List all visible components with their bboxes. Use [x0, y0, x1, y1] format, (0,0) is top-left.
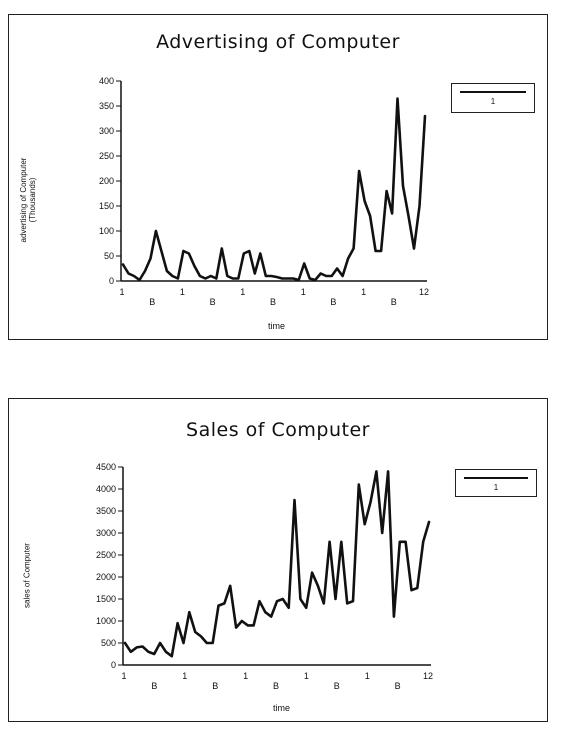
y-tick-label: 100: [99, 226, 114, 236]
x-tick-label: 1: [240, 287, 245, 297]
x-tick-label: 1: [182, 671, 187, 681]
advertising-plot: 0 50 100 150 200 250 300 350 400 1 B 1 B 1 B 1 B 1 B 12: [99, 76, 429, 307]
chart-title: Advertising of Computer: [156, 31, 400, 53]
legend-line-swatch: [464, 477, 528, 479]
y-tick-label: 150: [99, 201, 114, 211]
chart-title: Sales of Computer: [186, 419, 370, 441]
x-tick-label: 1: [243, 671, 248, 681]
y-tick-label: 3500: [96, 506, 116, 516]
x-tick-label: B: [149, 297, 155, 307]
x-tick-label: B: [210, 297, 216, 307]
sales-chart-panel: Sales of Computer sales of Computer time…: [8, 398, 548, 722]
legend-label: 1: [493, 483, 499, 492]
y-tick-label: 2500: [96, 550, 116, 560]
x-tick-label: 12: [423, 671, 433, 681]
x-tick-label: 1: [119, 287, 124, 297]
x-tick-label: B: [334, 681, 340, 691]
legend: 1: [451, 83, 535, 113]
x-tick-label: B: [151, 681, 157, 691]
x-axis-label: time: [273, 703, 291, 713]
y-tick-label: 200: [99, 176, 114, 186]
legend: 1: [455, 469, 537, 497]
x-tick-label: B: [395, 681, 401, 691]
legend-label: 1: [490, 97, 496, 106]
y-tick-label: 4000: [96, 484, 116, 494]
y-tick-label: 1500: [96, 594, 116, 604]
x-tick-label: 1: [361, 287, 366, 297]
x-tick-label: 1: [180, 287, 185, 297]
y-tick-label: 400: [99, 76, 114, 86]
y-tick-label: 0: [111, 660, 116, 670]
sales-plot: 0 500 1000 1500 2000 2500 3000 3500 4000 4500 1 B 1 B…: [96, 462, 433, 691]
y-tick-label: 250: [99, 151, 114, 161]
y-tick-label: 300: [99, 126, 114, 136]
x-tick-label: 1: [301, 287, 306, 297]
x-tick-label: B: [391, 297, 397, 307]
y-tick-label: 2000: [96, 572, 116, 582]
y-tick-label: 350: [99, 101, 114, 111]
advertising-chart-panel: Advertising of Computer advertising of C…: [8, 14, 548, 340]
series-line: [123, 470, 431, 658]
x-tick-label: B: [212, 681, 218, 691]
x-tick-label: 1: [121, 671, 126, 681]
y-tick-label: 1000: [96, 616, 116, 626]
legend-line-swatch: [460, 91, 526, 93]
y-tick-label: 50: [104, 251, 114, 261]
x-tick-label: 1: [304, 671, 309, 681]
series-line: [121, 97, 427, 282]
y-tick-label: 500: [101, 638, 116, 648]
x-axis-label: time: [268, 321, 286, 331]
y-tick-label: 4500: [96, 462, 116, 472]
y-tick-label: 0: [109, 276, 114, 286]
x-tick-label: B: [273, 681, 279, 691]
x-tick-label: B: [270, 297, 276, 307]
x-tick-label: 1: [365, 671, 370, 681]
x-tick-label: B: [330, 297, 336, 307]
x-tick-label: 12: [419, 287, 429, 297]
y-tick-label: 3000: [96, 528, 116, 538]
